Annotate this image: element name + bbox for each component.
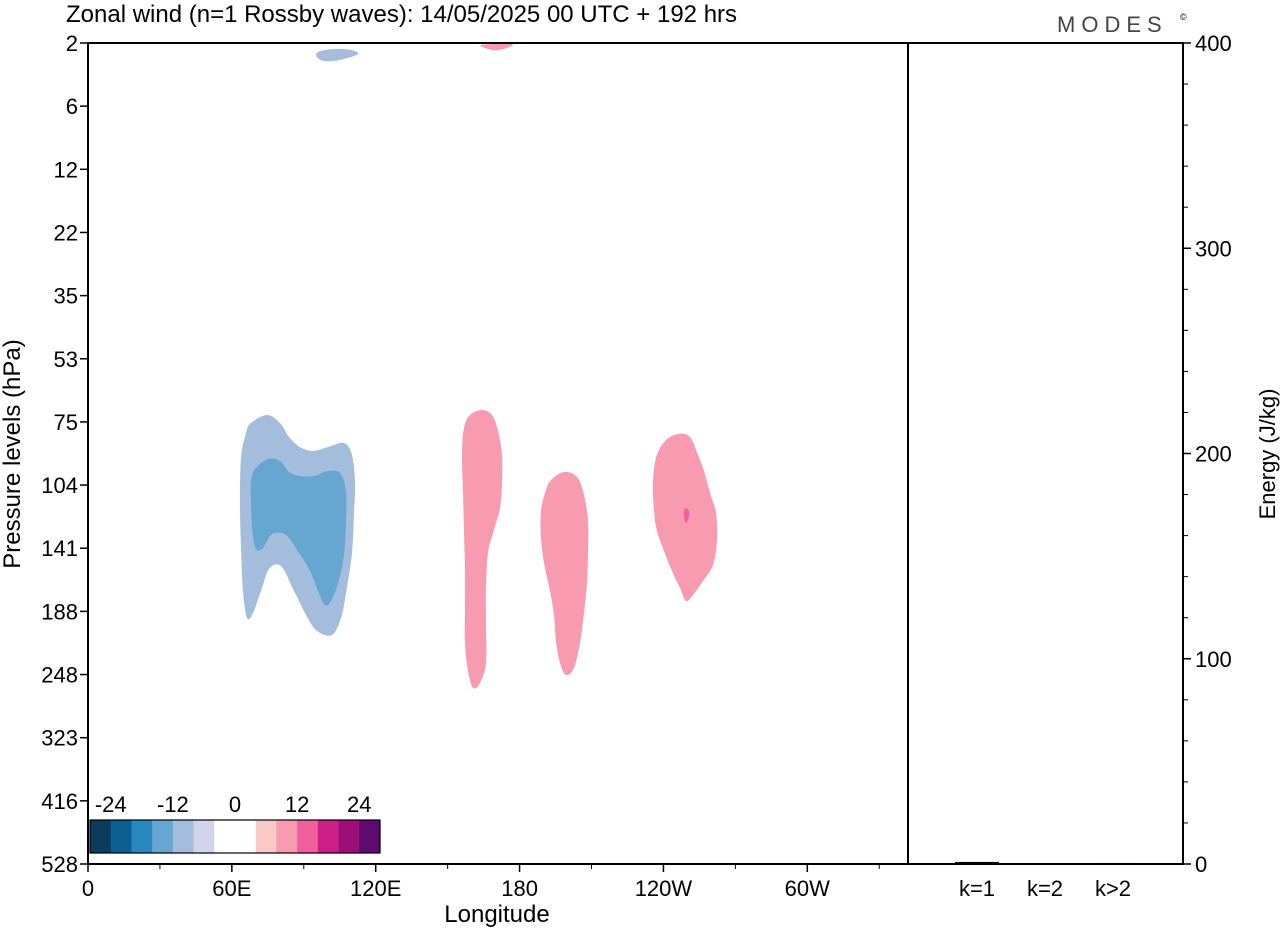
x-tick-label: 120W <box>635 876 693 901</box>
y-tick-label: 53 <box>54 347 78 372</box>
x-tick-label: 0 <box>82 876 94 901</box>
energy-axis-label: Energy (J/kg) <box>1255 389 1280 520</box>
colorbar-swatch <box>90 820 112 853</box>
y-tick-label: 416 <box>41 789 78 814</box>
energy-tick-label: 400 <box>1195 31 1232 56</box>
y-tick-label: 104 <box>41 473 78 498</box>
energy-tick-label: 200 <box>1195 442 1232 467</box>
energy-category-label: k>2 <box>1095 876 1131 901</box>
x-axis-label: Longitude <box>444 901 549 928</box>
wind-region-negative-lower-125W <box>601 653 631 806</box>
y-tick-label: 2 <box>66 31 78 56</box>
x-axis: 0 60E 120E 180 120W 60W <box>82 864 880 901</box>
colorbar-swatch <box>110 820 132 853</box>
y-tick-label: 528 <box>41 852 78 877</box>
energy-bar <box>1023 863 1067 864</box>
y-tick-label: 248 <box>41 663 78 688</box>
energy-axis: 0 100 200 300 400 <box>1183 31 1232 877</box>
wind-region-negative-lower-60E-core <box>250 458 347 606</box>
energy-category-label: k=1 <box>959 876 995 901</box>
y-axis-label: Pressure levels (hPa) <box>0 339 26 568</box>
colorbar-swatch <box>359 820 381 853</box>
colorbar-frame <box>89 819 381 854</box>
energy-bar <box>1091 862 1135 864</box>
wind-region-positive-lower-120W-core <box>540 471 589 676</box>
energy-category-label: k=2 <box>1027 876 1063 901</box>
wind-region-upper-positive-100W <box>638 42 831 71</box>
colorbar-label: 12 <box>285 792 309 817</box>
colorbar-swatch <box>235 820 257 853</box>
chart-title: Zonal wind (n=1 Rossby waves): 14/05/202… <box>66 1 737 28</box>
wind-region-positive-lower-60W-peak <box>683 508 690 523</box>
x-tick-label: 60W <box>785 876 830 901</box>
energy-tick-label: 100 <box>1195 647 1232 672</box>
colorbar-label: 24 <box>347 792 371 817</box>
y-tick-label: 188 <box>41 599 78 624</box>
wind-region-upper-positive-180-core <box>480 43 513 51</box>
y-tick-label: 141 <box>41 536 78 561</box>
energy-tick-label: 300 <box>1195 236 1232 261</box>
y-tick-label: 75 <box>54 410 78 435</box>
x-tick-label: 180 <box>501 876 538 901</box>
brand-logo: MODES <box>1057 12 1168 37</box>
colorbar-label: -12 <box>157 792 189 817</box>
brand-copyright-mark: © <box>1180 12 1187 22</box>
y-tick-label: 35 <box>54 284 78 309</box>
energy-tick-label: 0 <box>1195 852 1207 877</box>
colorbar-swatch <box>338 820 360 853</box>
contour-regions <box>102 42 831 806</box>
y-tick-label: 12 <box>54 157 78 182</box>
wind-region-negative-lower-130W <box>594 411 617 487</box>
x-tick-label: 60E <box>212 876 251 901</box>
colorbar: -24 -12 0 12 24 <box>89 792 381 854</box>
colorbar-swatch <box>276 820 298 853</box>
colorbar-swatch <box>297 820 319 853</box>
contour-plot: 0 60E 120E 180 120W 60W 2 6 12 22 35 53 75 104 141 188… <box>0 31 909 928</box>
wind-region-upper-negative-core <box>316 48 359 62</box>
energy-bar <box>955 861 999 864</box>
colorbar-swatch <box>214 820 236 853</box>
energy-bars: k=1 k=2 k>2 <box>955 861 1135 901</box>
y-tick-label: 22 <box>54 220 78 245</box>
colorbar-label: -24 <box>95 792 127 817</box>
x-tick-label: 120E <box>350 876 401 901</box>
y-tick-label: 6 <box>66 94 78 119</box>
colorbar-swatch <box>152 820 174 853</box>
colorbar-label: 0 <box>229 792 241 817</box>
wind-region-negative-lower-5E <box>172 670 179 714</box>
colorbar-swatch <box>172 820 195 853</box>
y-axis: 2 6 12 22 35 53 75 104 141 188 248 323 416 528 <box>41 31 88 877</box>
colorbar-swatch <box>193 820 215 853</box>
colorbar-swatch <box>255 820 277 853</box>
colorbar-swatch <box>131 820 153 853</box>
wind-region-positive-40E-strat <box>228 89 303 249</box>
energy-panel: 0 100 200 300 400 k=1 k=2 k>2 Energy (J/kg) <box>907 31 1280 901</box>
energy-panel-frame <box>907 42 1184 865</box>
wind-region-positive-lower-180-core <box>461 410 503 689</box>
y-tick-label: 323 <box>41 726 78 751</box>
wind-region-upper-positive-180 <box>444 42 579 114</box>
colorbar-swatch <box>317 820 340 853</box>
